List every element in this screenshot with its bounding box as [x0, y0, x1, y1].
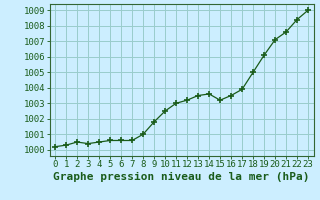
X-axis label: Graphe pression niveau de la mer (hPa): Graphe pression niveau de la mer (hPa)	[53, 172, 310, 182]
